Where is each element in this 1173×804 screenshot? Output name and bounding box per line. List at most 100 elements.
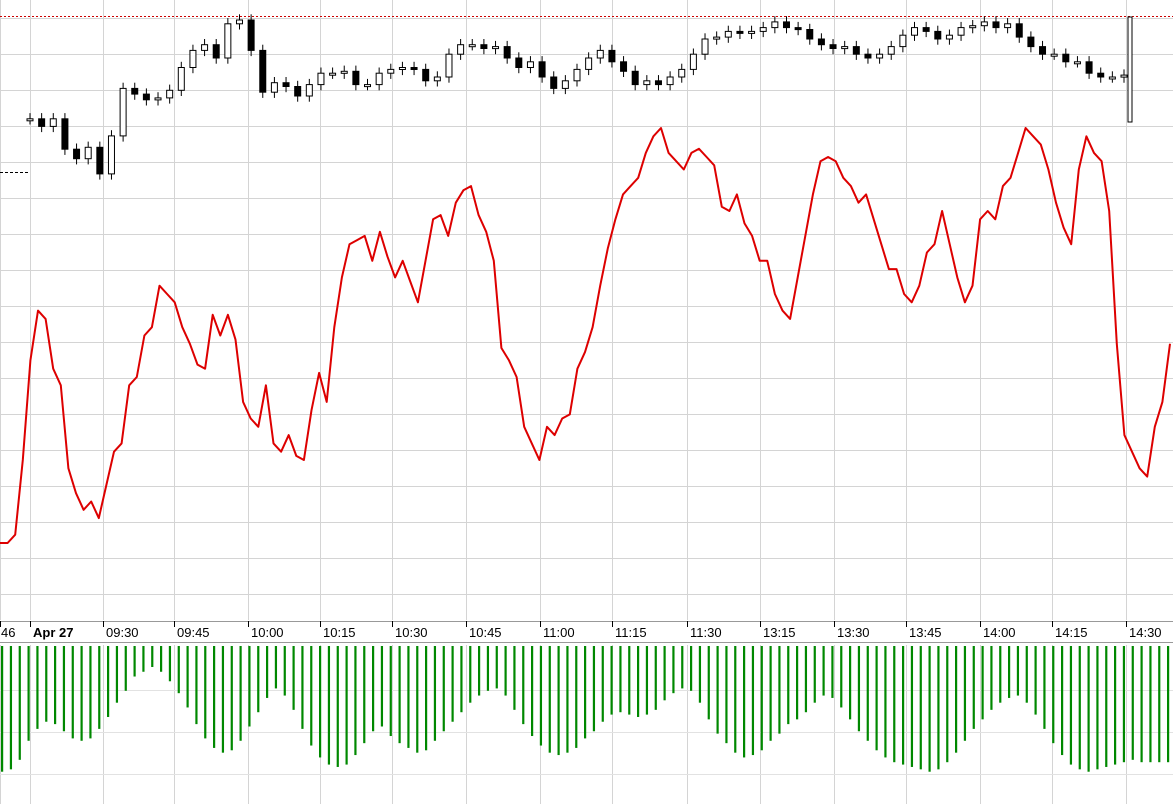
volume-bar (363, 646, 366, 744)
candle-body (445, 53, 453, 78)
candle-body (1127, 16, 1133, 123)
green-bar-series (1, 646, 1170, 772)
volume-bar (1025, 646, 1028, 703)
candle-body (201, 44, 209, 51)
candle-body (864, 53, 872, 59)
candle-body (561, 80, 569, 89)
candle-body (1073, 61, 1081, 65)
candle-body (375, 72, 383, 86)
volume-bar (548, 646, 551, 753)
volume-bar (1131, 646, 1134, 760)
candle-body (294, 86, 302, 97)
volume-bar (98, 646, 101, 729)
volume-bar (760, 646, 763, 751)
candle-body (270, 82, 278, 93)
volume-bar (451, 646, 454, 722)
volume-bar (1052, 646, 1055, 744)
candle-body (282, 82, 290, 87)
x-tick-label: 14:00 (983, 625, 1016, 640)
volume-bar (319, 646, 322, 758)
candle-body (957, 27, 965, 36)
volume-bar (804, 646, 808, 713)
volume-bar (1114, 646, 1117, 765)
candle-body (724, 30, 732, 38)
x-tick-label: 11:15 (615, 625, 647, 640)
volume-bar (478, 646, 481, 696)
volume-bar (910, 646, 914, 767)
candle-body (364, 84, 372, 88)
volume-bar (928, 646, 931, 772)
candle-body (992, 21, 1000, 29)
candle-body (26, 118, 34, 122)
volume-bar (681, 646, 684, 689)
volume-bar (151, 646, 154, 667)
volume-bar (778, 646, 781, 734)
volume-bar (18, 646, 21, 760)
volume-bar (1140, 646, 1143, 763)
volume-bar (566, 646, 569, 753)
candle-body (736, 30, 744, 34)
volume-bar (946, 646, 949, 763)
candle-body (585, 57, 593, 70)
volume-bar (301, 646, 304, 729)
candle-body (247, 19, 255, 51)
candle-body (550, 76, 558, 89)
time-axis-background (0, 621, 1173, 642)
candle-body (852, 46, 860, 55)
volume-bar (239, 646, 242, 741)
candle-body (480, 44, 488, 50)
candle-body (154, 97, 162, 101)
candle-body (538, 61, 546, 78)
candle-body (1039, 46, 1047, 55)
candle-body (224, 23, 232, 59)
volume-bar (628, 646, 631, 715)
volume-bar (1122, 646, 1126, 763)
time-axis: 46 Apr 27 09:30 09:45 10:00 10:15 10:30 10:45 11… (0, 621, 1173, 643)
volume-bar (327, 646, 331, 765)
x-tick-label: 10:15 (323, 625, 356, 640)
candle-body (701, 38, 709, 55)
x-tick-label: 09:30 (106, 625, 139, 640)
candle-body (887, 46, 895, 55)
volume-bar (416, 646, 419, 753)
candle-body (817, 38, 825, 46)
volume-bar (204, 646, 207, 739)
candle-body (794, 27, 802, 31)
candle-body (1097, 72, 1105, 78)
volume-bar (1061, 646, 1064, 756)
volume-bar (513, 646, 516, 710)
candle-body (119, 87, 127, 137)
candle-body (61, 118, 69, 150)
volume-bar (1149, 646, 1152, 763)
candle-body (689, 53, 697, 70)
candle-body (49, 118, 57, 127)
x-tick-label: 13:30 (837, 625, 870, 640)
x-tick-label: Apr 27 (33, 625, 73, 640)
volume-bar (1008, 646, 1011, 698)
candle-body (911, 27, 919, 36)
volume-bar (486, 646, 490, 691)
x-tick-label: 09:45 (177, 625, 210, 640)
candle-body (329, 72, 337, 76)
candle-body (526, 61, 534, 68)
volume-bar (522, 646, 525, 725)
volume-bar (186, 646, 189, 708)
x-tick-label: 10:00 (251, 625, 284, 640)
candle-body (142, 93, 150, 101)
volume-bar (902, 646, 905, 765)
volume-bar (133, 646, 136, 677)
candle-body (259, 49, 267, 93)
volume-bar (990, 646, 993, 710)
x-tick-label: 11:30 (690, 625, 722, 640)
volume-bar (124, 646, 127, 691)
volume-bar (398, 646, 401, 744)
volume-bar (62, 646, 66, 732)
volume-bar (654, 646, 657, 710)
volume-bar (1016, 646, 1020, 696)
volume-bar (372, 646, 375, 732)
candle-body (340, 70, 348, 74)
candle-body (433, 76, 441, 82)
candle-body (73, 148, 81, 160)
